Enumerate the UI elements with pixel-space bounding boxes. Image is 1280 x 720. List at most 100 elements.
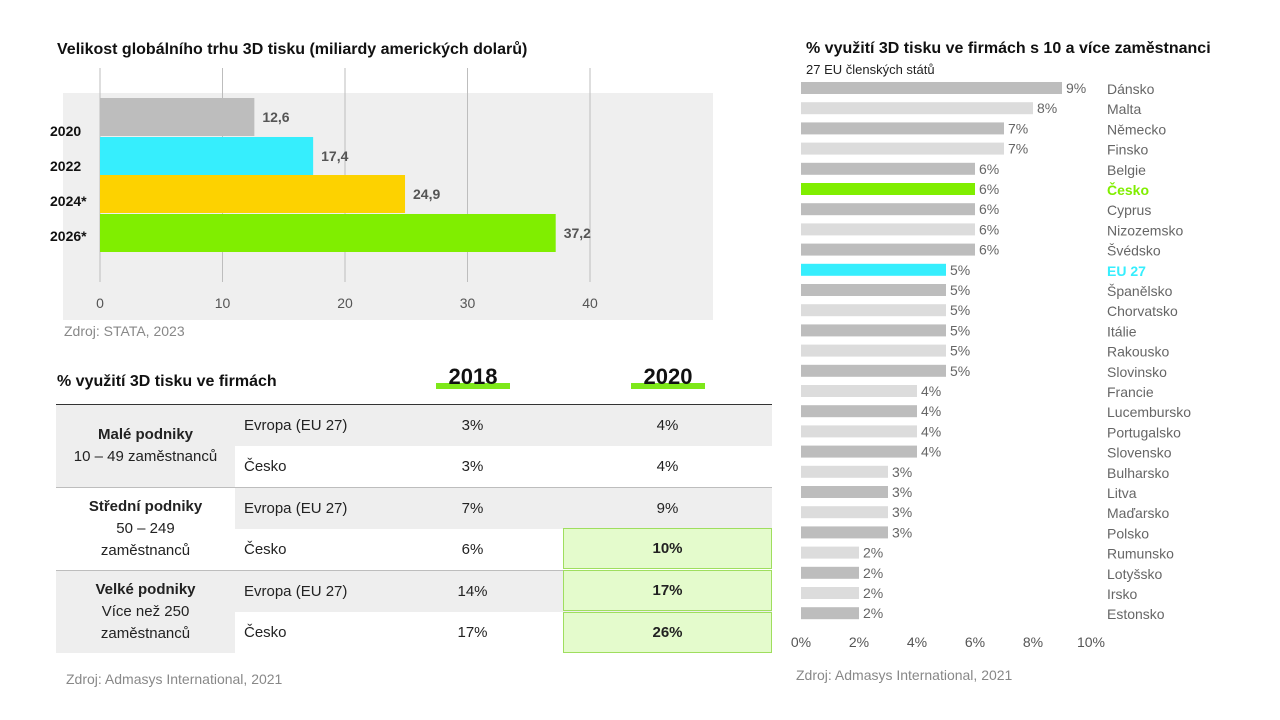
x-tick-label: 8% — [1023, 634, 1043, 650]
bar-value-label: 12,6 — [262, 109, 289, 125]
group-desc: 50 – 249 — [116, 520, 175, 537]
bar-value-label: 2% — [863, 605, 883, 621]
category-label: 2026* — [50, 228, 87, 244]
bar-value-label: 6% — [979, 181, 999, 197]
eu-chart-subtitle: 27 EU členských států — [806, 62, 935, 77]
bar — [801, 223, 975, 236]
group-desc: zaměstnanců — [100, 625, 191, 642]
bar — [801, 142, 1004, 155]
table-header-rule — [56, 404, 772, 405]
bar — [801, 506, 888, 519]
bar-value-label: 3% — [892, 484, 912, 500]
table-row: Evropa (EU 27) 3% 4% — [235, 405, 772, 446]
x-tick-label: 10% — [1077, 634, 1105, 650]
year-header-2020: 2020 — [631, 364, 705, 390]
table-row: Česko 17% — [235, 612, 772, 653]
bar-value-label: 2% — [863, 565, 883, 581]
table-row: Česko 3% 4% — [235, 446, 772, 487]
table-row: Evropa (EU 27) 7% 9% — [235, 488, 772, 529]
country-label: Belgie — [1107, 162, 1146, 178]
country-label: Portugalsko — [1107, 424, 1181, 440]
country-label: Dánsko — [1107, 81, 1155, 97]
bar-value-label: 4% — [921, 423, 941, 439]
value-2018: 17% — [457, 624, 488, 641]
bar-value-label: 3% — [892, 524, 912, 540]
bar — [801, 304, 946, 317]
bar-value-label: 5% — [950, 322, 970, 338]
market-chart: 0 10 20 30 40 12,6 17,4 24,9 37,2 2020 2022 2024* 20… — [50, 68, 713, 320]
bar — [801, 284, 946, 296]
bar — [801, 263, 946, 276]
bar — [801, 425, 917, 438]
country-label: Nizozemsko — [1107, 222, 1183, 238]
bar — [801, 82, 1062, 94]
bar — [801, 122, 1004, 135]
bar — [801, 364, 946, 377]
category-label: 2022 — [50, 158, 81, 174]
eu-chart: 9% Dánsko 8% Malta 7% Německo 7% Finsko 6% Belgie… — [791, 80, 1191, 650]
country-label: Rumunsko — [1107, 546, 1174, 562]
bar — [801, 486, 888, 498]
group-name: Malé podniky — [97, 426, 194, 443]
x-tick-label: 40 — [582, 295, 598, 311]
country-label: Lucembursko — [1107, 404, 1191, 420]
bar-value-label: 4% — [921, 444, 941, 460]
bar-value-label: 2% — [863, 585, 883, 601]
market-source: Zdroj: STATA, 2023 — [64, 323, 185, 339]
table-row: Česko 6% — [235, 529, 772, 570]
row-label: Evropa (EU 27) — [244, 583, 348, 600]
bar — [801, 183, 975, 195]
bar — [801, 607, 859, 620]
bar-value-label: 4% — [921, 383, 941, 399]
year-label: 2018 — [448, 364, 498, 389]
row-label: Česko — [244, 541, 287, 558]
bar-value-label: 3% — [892, 464, 912, 480]
bar-value-label: 5% — [950, 363, 970, 379]
bar — [801, 445, 917, 458]
country-label: Litva — [1107, 485, 1137, 501]
country-label: Francie — [1107, 384, 1154, 400]
bar — [801, 344, 946, 357]
group-desc: Více než 250 — [101, 603, 190, 620]
country-label: Malta — [1107, 101, 1141, 117]
country-label: Polsko — [1107, 525, 1149, 541]
bar-value-label: 6% — [979, 242, 999, 258]
highlight-cell: 17% — [563, 570, 772, 611]
group-name: Střední podniky — [88, 498, 203, 515]
category-label: 2024* — [50, 193, 87, 209]
row-label: Česko — [244, 624, 287, 641]
x-tick-label: 30 — [460, 295, 476, 311]
bar — [801, 385, 917, 397]
x-tick-label: 10 — [215, 295, 231, 311]
bar — [801, 566, 859, 579]
table-source: Zdroj: Admasys International, 2021 — [66, 671, 283, 687]
group-small: Malé podniky 10 – 49 zaměstnanců — [56, 405, 235, 487]
value-2020: 9% — [656, 500, 679, 517]
bar — [801, 546, 859, 559]
bar-value-label: 17,4 — [321, 148, 348, 164]
bar-value-label: 7% — [1008, 141, 1028, 157]
bar — [801, 162, 975, 175]
bar-value-label: 5% — [950, 282, 970, 298]
eu-chart-title: % využití 3D tisku ve firmách s 10 a víc… — [806, 40, 1211, 57]
bar-value-label: 6% — [979, 161, 999, 177]
x-tick-label: 4% — [907, 634, 927, 650]
bar — [801, 102, 1033, 115]
group-desc: zaměstnanců — [100, 542, 191, 559]
bar-value-label: 9% — [1066, 80, 1086, 96]
bar-value-label: 24,9 — [413, 186, 440, 202]
country-label: EU 27 — [1107, 263, 1146, 279]
country-label: Itálie — [1107, 323, 1137, 339]
country-label: Maďarsko — [1107, 505, 1170, 521]
year-header-2018: 2018 — [436, 364, 510, 390]
bar-value-label: 7% — [1008, 120, 1028, 136]
bar — [801, 465, 888, 478]
bar-value-label: 3% — [892, 504, 912, 520]
country-label: Švédsko — [1107, 243, 1161, 259]
bar-value-label: 5% — [950, 343, 970, 359]
x-tick-label: 6% — [965, 634, 985, 650]
value-2018: 3% — [461, 458, 484, 475]
row-label: Evropa (EU 27) — [244, 500, 348, 517]
bar — [100, 137, 314, 175]
year-label: 2020 — [643, 364, 693, 389]
